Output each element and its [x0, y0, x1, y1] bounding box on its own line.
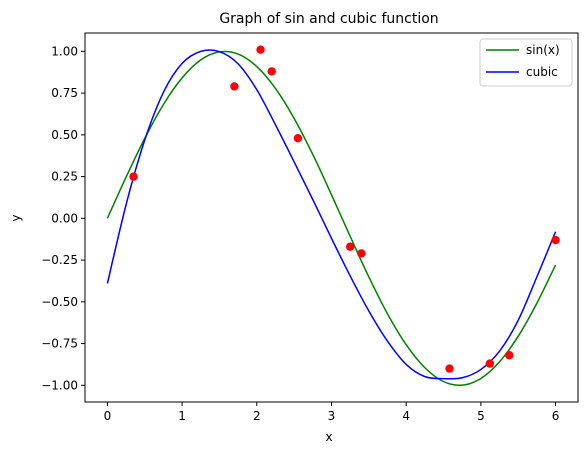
- scatter-point: [445, 364, 454, 373]
- scatter-point: [256, 45, 265, 54]
- plot-frame: [84, 32, 579, 403]
- series-line-cubic: [106, 49, 557, 380]
- y-axis: −1.00 −0.75 −0.50 −0.25 0.00 0.25 0.50 0.75 1.00: [41, 44, 85, 392]
- scatter-point: [357, 249, 366, 258]
- legend: sin(x) cubic: [479, 38, 573, 87]
- y-tick-label: −1.00: [41, 378, 78, 392]
- x-tick-label: 3: [328, 409, 336, 423]
- y-tick-label: −0.50: [41, 295, 78, 309]
- x-tick-label: 2: [253, 409, 261, 423]
- y-tick-label: 0.50: [51, 128, 78, 142]
- y-tick-label: 0.00: [51, 211, 78, 225]
- scatter-point: [505, 351, 514, 360]
- scatter-points: [129, 45, 560, 373]
- x-axis: 0 1 2 3 4 5 6: [104, 402, 560, 423]
- y-axis-label: y: [9, 214, 23, 221]
- y-tick-label: −0.75: [41, 337, 78, 351]
- legend-label-sin: sin(x): [526, 43, 560, 57]
- x-tick-label: 0: [104, 409, 112, 423]
- scatter-point: [293, 133, 303, 143]
- x-tick-label: 4: [402, 409, 410, 423]
- plot-area: [84, 32, 579, 403]
- y-tick-label: 0.25: [51, 170, 78, 184]
- y-tick-label: −0.25: [41, 253, 78, 267]
- scatter-point: [485, 359, 495, 368]
- scatter-point: [267, 67, 276, 76]
- scatter-point: [129, 172, 138, 181]
- y-tick-label: 1.00: [51, 44, 78, 58]
- series-lines: [106, 49, 557, 387]
- legend-label-cubic: cubic: [526, 65, 558, 79]
- y-tick-label: 0.75: [51, 86, 78, 100]
- x-tick-label: 6: [552, 409, 560, 423]
- series-line-sin-x: [106, 50, 557, 387]
- x-axis-label: x: [325, 430, 332, 444]
- scatter-point: [345, 242, 355, 251]
- x-tick-label: 1: [178, 409, 186, 423]
- chart-title: Graph of sin and cubic function: [219, 11, 438, 27]
- x-tick-label: 5: [477, 409, 485, 423]
- scatter-point: [551, 235, 560, 245]
- scatter-point: [230, 82, 239, 91]
